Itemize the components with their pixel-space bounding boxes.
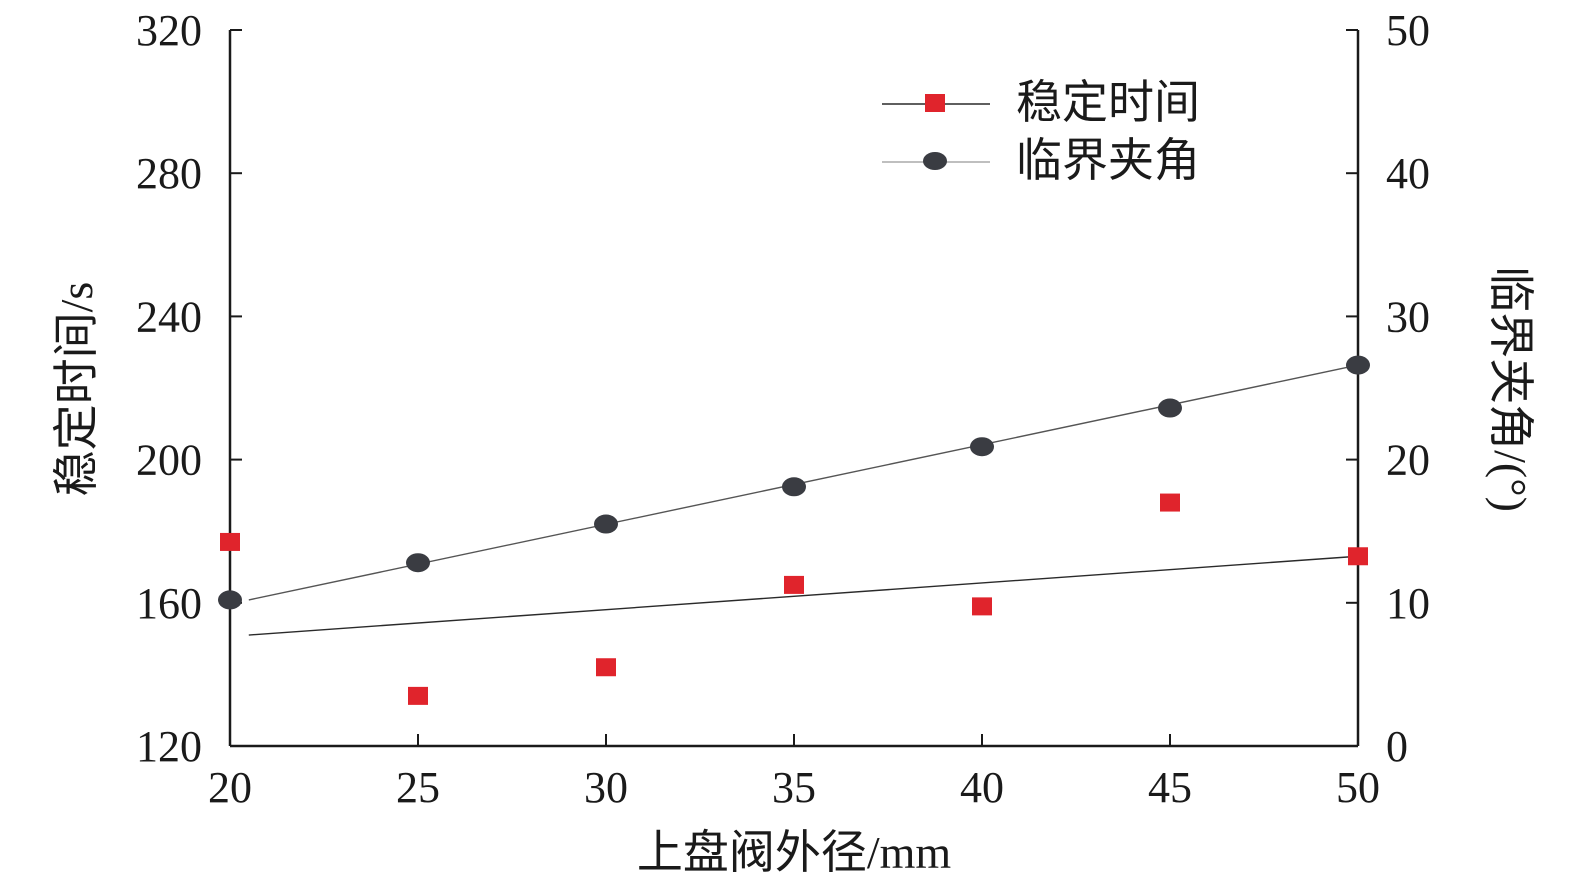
critical-angle-point <box>594 514 618 534</box>
left-y-tick-label: 240 <box>136 292 202 341</box>
stability-time-point <box>1160 493 1180 512</box>
x-axis-title: 上盘阀外径/mm <box>637 827 952 878</box>
critical-angle-point <box>1158 398 1182 418</box>
critical-angle-point <box>1346 355 1370 375</box>
x-tick-label: 20 <box>208 763 252 812</box>
stability-time-point <box>220 532 240 551</box>
right-y-tick-label: 10 <box>1386 579 1430 628</box>
critical-angle-point <box>970 437 994 457</box>
stability-time-trendline <box>248 555 1359 636</box>
left-y-ticks: 120 160 200 240 280 320 <box>136 6 242 771</box>
trendlines <box>248 364 1359 636</box>
x-tick-label: 35 <box>772 763 816 812</box>
stability-time-point <box>1348 547 1368 566</box>
x-tick-label: 50 <box>1336 763 1380 812</box>
x-ticks: 20 25 30 35 40 45 50 <box>208 734 1380 812</box>
right-y-tick-label: 30 <box>1386 292 1430 341</box>
right-y-axis-title: 临界夹角/(°) <box>1485 266 1536 512</box>
legend-marker-circle <box>923 152 947 170</box>
x-axis: 20 25 30 35 40 45 50 上盘阀外径/mm <box>208 734 1380 878</box>
left-y-tick-label: 200 <box>136 436 202 485</box>
stability-time-point <box>972 597 992 616</box>
stability-time-point <box>408 686 428 705</box>
left-y-tick-label: 120 <box>136 722 202 771</box>
data-markers <box>218 355 1370 705</box>
left-y-axis-title: 稳定时间/s <box>51 282 102 497</box>
stability-time-point <box>784 575 804 594</box>
left-y-axis: 120 160 200 240 280 320 稳定时间/s <box>51 6 242 771</box>
critical-angle-point <box>406 553 430 573</box>
left-y-tick-label: 280 <box>136 149 202 198</box>
right-y-ticks: 0 10 20 30 40 50 <box>1346 6 1430 771</box>
right-y-tick-label: 20 <box>1386 436 1430 485</box>
critical-angle-point <box>782 477 806 497</box>
right-y-tick-label: 0 <box>1386 722 1408 771</box>
left-y-tick-label: 320 <box>136 6 202 55</box>
legend-marker-square <box>925 94 945 112</box>
x-tick-label: 45 <box>1148 763 1192 812</box>
legend-label-critical-angle: 临界夹角 <box>1016 135 1200 186</box>
right-y-axis: 0 10 20 30 40 50 临界夹角/(°) <box>1346 6 1536 771</box>
left-y-tick-label: 160 <box>136 579 202 628</box>
critical-angle-point <box>218 590 242 610</box>
x-tick-label: 40 <box>960 763 1004 812</box>
right-y-tick-label: 50 <box>1386 6 1430 55</box>
x-tick-label: 25 <box>396 763 440 812</box>
stability-time-point <box>596 658 616 677</box>
x-tick-label: 30 <box>584 763 628 812</box>
right-y-tick-label: 40 <box>1386 149 1430 198</box>
legend-label-stability-time: 稳定时间 <box>1016 77 1200 128</box>
legend: 稳定时间 临界夹角 <box>882 77 1200 186</box>
